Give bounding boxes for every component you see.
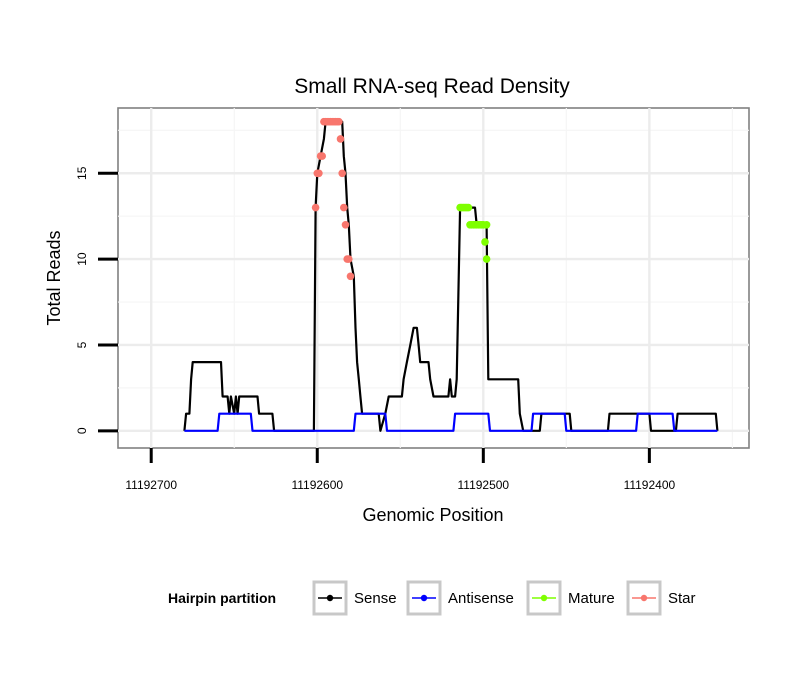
x-axis: 11192700 11192600 11192500 11192400 [125,448,675,492]
chart-title: Small RNA-seq Read Density [294,75,570,98]
x-tick-label-11192500: 11192500 [458,478,510,492]
legend-key-dot-star [640,594,648,602]
point-mature-5 [464,203,473,212]
legend-label-mature: Mature [568,590,615,607]
y-axis: 0 5 10 15 [75,166,118,434]
point-mature-15 [481,238,489,246]
point-star-0 [311,203,320,212]
series-lines [183,120,719,432]
legend-title: Hairpin partition [168,590,276,606]
legend-label-antisense: Antisense [448,590,514,607]
x-axis-title: Genomic Position [362,505,503,525]
x-tick-label-11192600: 11192600 [291,478,343,492]
legend-key-dot-antisense [420,594,428,602]
point-star-17 [340,203,348,212]
y-tick-label-0: 0 [75,427,89,434]
point-star-4 [318,152,327,160]
y-axis-title: Total Reads [44,230,64,325]
point-star-20 [345,255,353,263]
legend-item-mature: Mature [526,580,615,616]
point-mature-16 [482,255,491,263]
gridlines [118,108,749,448]
point-mature-17 [482,221,491,229]
legend-key-dot-sense [326,594,334,602]
point-star-2 [315,169,323,178]
point-star-18 [341,221,350,229]
legend-key-dot-mature [540,594,548,602]
legend-label-star: Star [668,590,696,607]
legend-label-sense: Sense [354,590,397,607]
legend-item-antisense: Antisense [406,580,514,616]
x-tick-label-11192700: 11192700 [125,478,177,492]
x-tick-label-11192400: 11192400 [624,478,676,492]
y-tick-label-15: 15 [75,166,89,180]
y-tick-label-5: 5 [75,341,89,348]
point-star-21 [346,272,355,281]
point-star-16 [338,169,347,178]
legend: Hairpin partition Sense Antisense Mature… [168,580,696,616]
point-star-14 [335,117,343,126]
legend-item-star: Star [626,580,696,616]
series-points [311,117,491,281]
point-star-15 [336,135,345,143]
y-tick-label-10: 10 [75,252,89,266]
series-line-antisense [184,412,718,432]
legend-item-sense: Sense [312,580,397,616]
